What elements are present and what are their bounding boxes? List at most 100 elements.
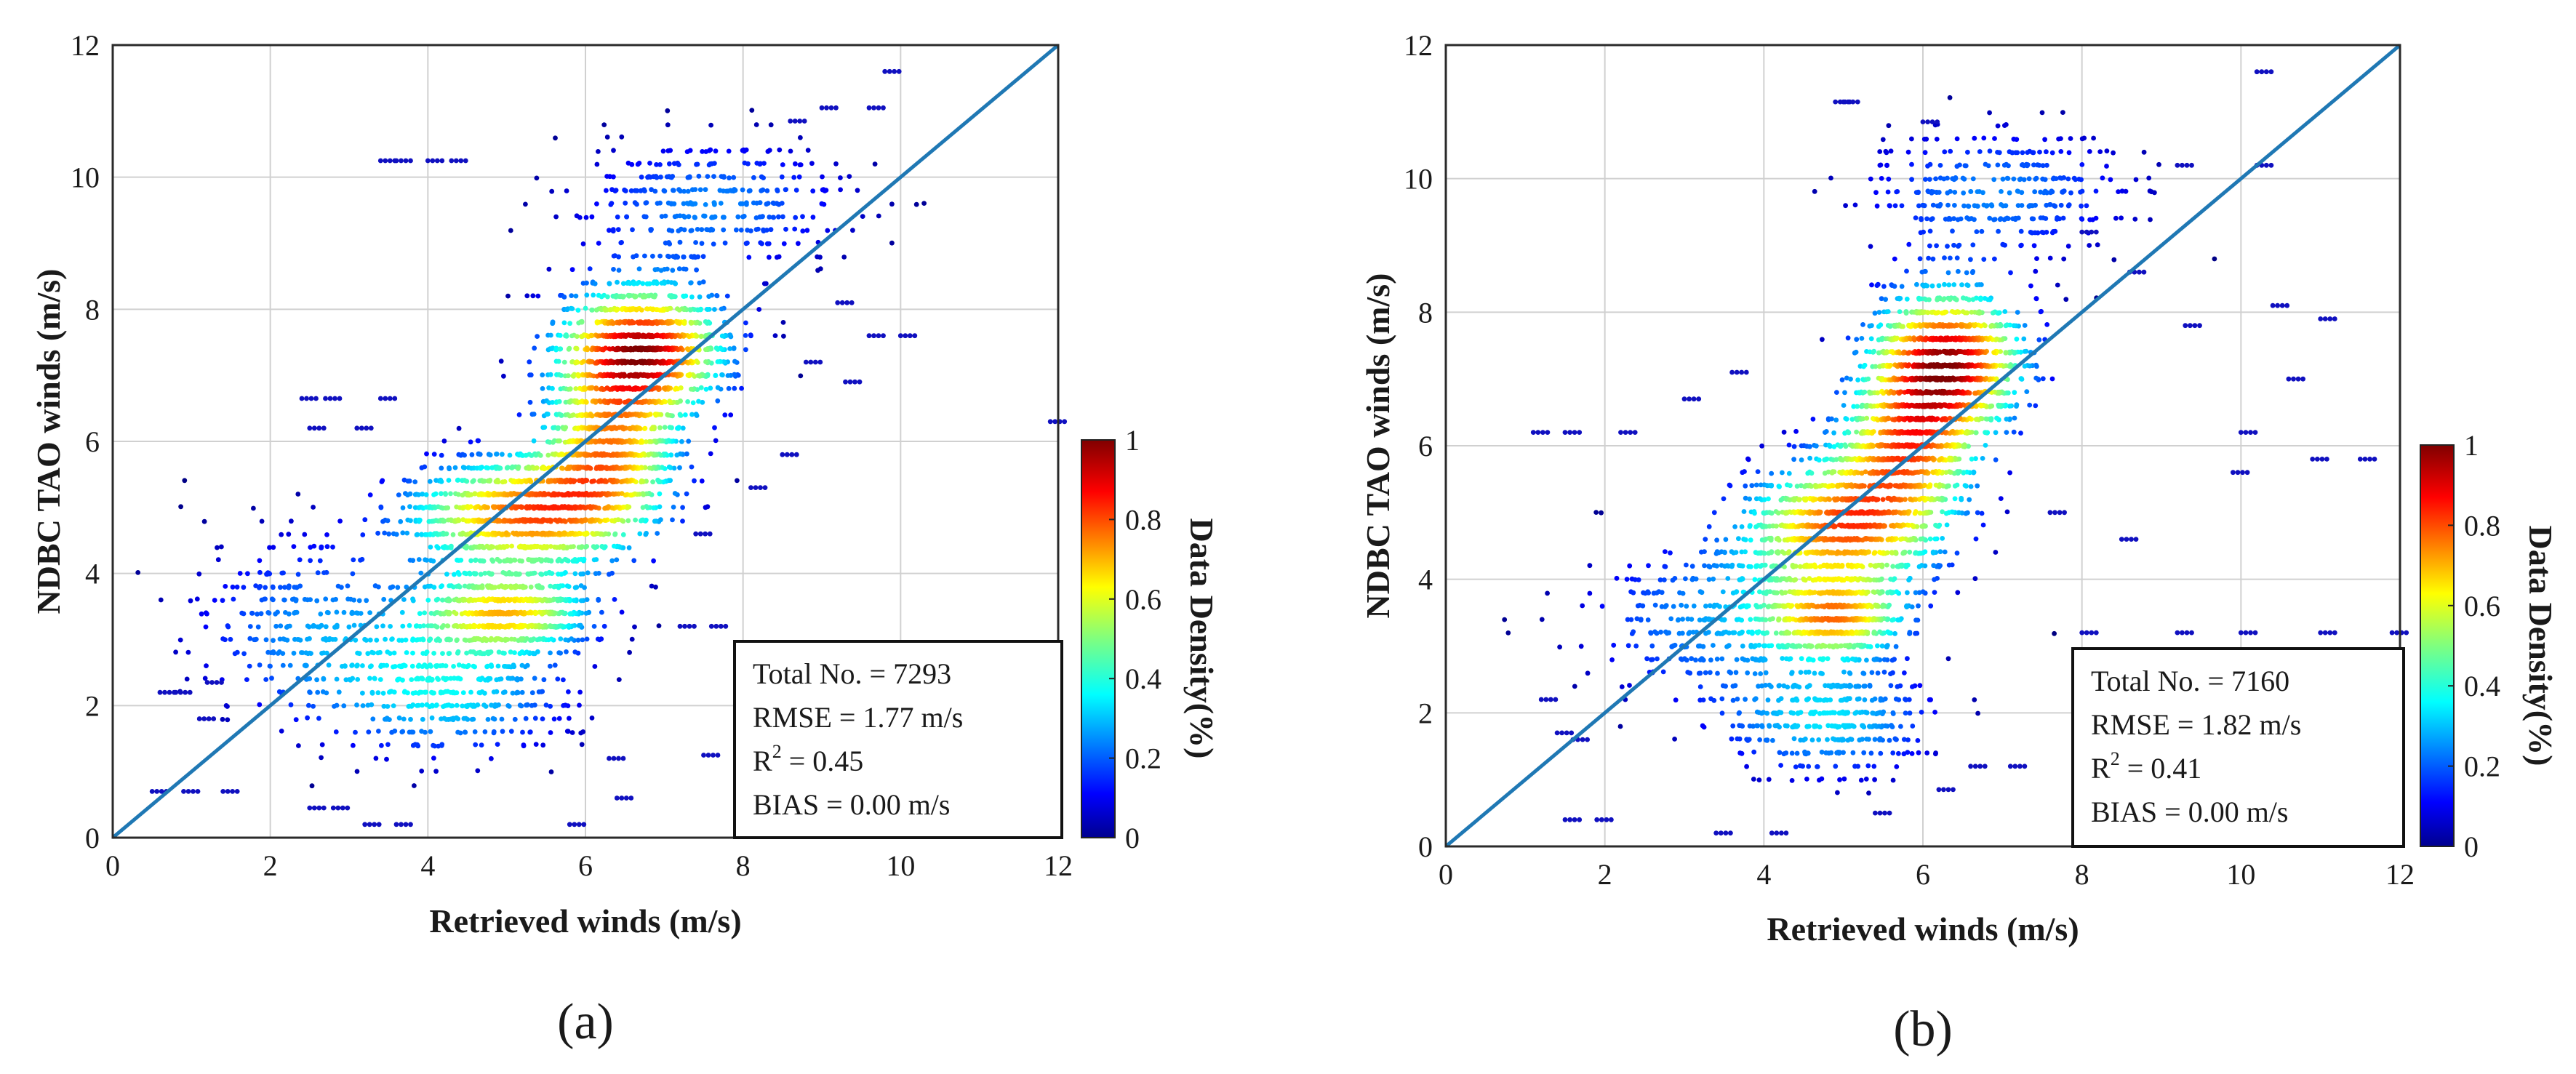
scatter-point <box>735 214 741 220</box>
scatter-point <box>596 149 601 154</box>
scatter-point <box>694 267 699 273</box>
scatter-point <box>780 214 785 220</box>
scatter-point <box>551 716 557 722</box>
scatter-point <box>291 544 297 549</box>
scatter-point <box>689 254 694 260</box>
scatter-point <box>308 545 313 550</box>
scatter-point <box>445 623 451 629</box>
scatter-point <box>431 651 436 656</box>
scatter-point <box>400 623 406 629</box>
scatter-point <box>439 479 444 484</box>
scatter-point <box>667 398 673 404</box>
scatter-point <box>398 518 404 524</box>
scatter-point <box>247 663 252 669</box>
scatter-point <box>306 702 311 708</box>
scatter-point <box>838 175 843 180</box>
scatter-point <box>732 385 737 391</box>
scatter-point <box>509 543 514 549</box>
scatter-point <box>589 214 595 220</box>
scatter-point <box>677 239 683 245</box>
scatter-point <box>225 717 231 723</box>
scatter-point <box>503 636 508 642</box>
scatter-point <box>588 465 593 471</box>
scatter-point <box>452 465 458 470</box>
scatter-point <box>351 597 356 603</box>
scatter-point <box>471 663 476 669</box>
scatter-point <box>484 598 489 604</box>
scatter-point <box>316 716 321 721</box>
scatter-point <box>677 465 682 470</box>
scatter-point <box>615 227 621 233</box>
scatter-point <box>177 637 183 643</box>
scatter-point <box>584 636 590 642</box>
scatter-point <box>374 624 380 630</box>
scatter-point <box>479 585 485 590</box>
scatter-point <box>423 689 429 695</box>
scatter-point <box>477 649 483 655</box>
scatter-point <box>703 202 708 207</box>
scatter-point <box>529 702 535 708</box>
scatter-point <box>391 650 397 656</box>
scatter-point <box>384 716 390 721</box>
scatter-point <box>448 637 453 643</box>
scatter-point <box>385 742 391 748</box>
scatter-point <box>548 583 553 589</box>
scatter-point <box>561 359 567 365</box>
scatter-point-sparse <box>187 689 193 695</box>
scatter-point <box>489 756 494 761</box>
scatter-point <box>765 148 771 154</box>
scatter-point <box>591 544 596 550</box>
scatter-point <box>324 650 329 656</box>
scatter-point <box>545 412 551 417</box>
scatter-point <box>563 425 569 430</box>
scatter-point <box>649 227 654 232</box>
scatter-point <box>602 518 607 523</box>
scatter-point <box>452 572 457 577</box>
scatter-point <box>356 598 362 604</box>
scatter-point <box>491 689 497 694</box>
scatter-point <box>623 188 628 193</box>
scatter-point <box>601 122 607 128</box>
scatter-point <box>404 530 410 536</box>
scatter-point <box>658 268 664 273</box>
scatter-point <box>327 637 332 643</box>
scatter-point <box>482 571 488 576</box>
scatter-point <box>660 148 666 154</box>
scatter-point <box>798 373 804 379</box>
scatter-point <box>366 729 372 734</box>
scatter-point <box>315 570 321 576</box>
scatter-point <box>481 558 487 564</box>
scatter-point <box>519 689 525 695</box>
scatter-point <box>567 321 572 326</box>
scatter-point <box>641 321 647 326</box>
scatter-point <box>679 438 684 444</box>
scatter-point <box>401 597 407 602</box>
scatter-point <box>184 676 190 682</box>
scatter-point <box>572 571 578 577</box>
scatter-point <box>441 438 447 444</box>
scatter-point <box>770 200 776 206</box>
scatter-point <box>775 188 780 193</box>
scatter-point <box>737 201 743 207</box>
scatter-point <box>553 135 558 141</box>
scatter-point <box>703 187 708 193</box>
scatter-point <box>510 690 516 696</box>
scatter-point <box>636 266 642 272</box>
scatter-point <box>476 636 481 641</box>
scatter-point <box>287 662 293 668</box>
scatter-point <box>572 585 578 590</box>
scatter-point-sparse <box>340 805 345 811</box>
scatter-point <box>604 135 610 140</box>
scatter-point <box>393 532 399 537</box>
scatter-point <box>405 690 410 696</box>
scatter-point <box>384 756 389 762</box>
scatter-point <box>318 612 324 617</box>
scatter-point <box>700 399 705 405</box>
scatter-point <box>351 557 356 563</box>
scatter-point-sparse <box>230 789 236 794</box>
scatter-point-sparse <box>191 789 196 794</box>
scatter-point <box>505 676 511 681</box>
scatter-point <box>566 689 571 694</box>
scatter-point <box>263 596 268 602</box>
